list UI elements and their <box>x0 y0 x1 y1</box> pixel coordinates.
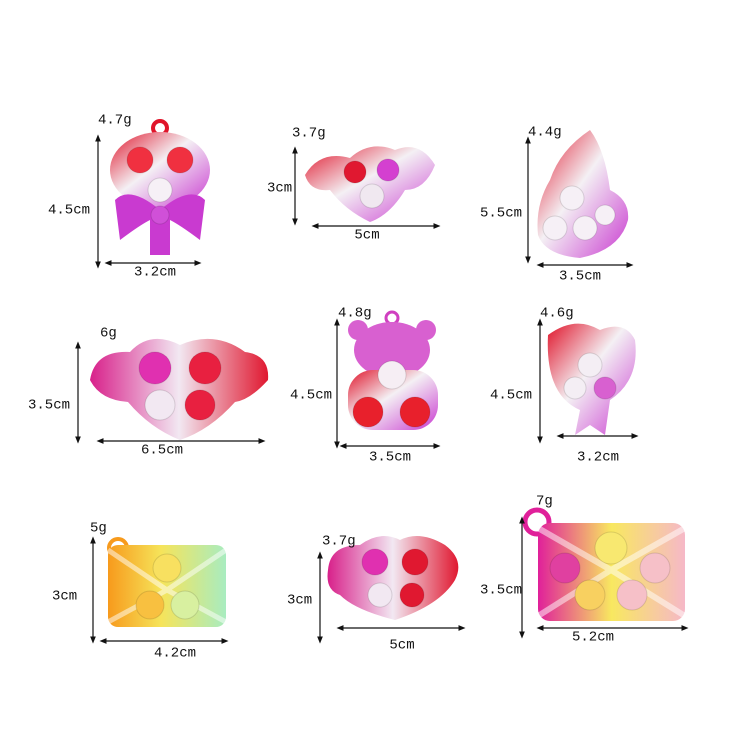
height-label: 4.5cm <box>48 203 90 219</box>
weight-label: 6g <box>100 326 117 342</box>
weight-label: 4.4g <box>528 125 562 141</box>
width-label: 3.5cm <box>369 450 411 466</box>
weight-label: 5g <box>90 521 107 537</box>
dimension-labels: 4.7g 4.5cm 3.2cm 3.7g 3cm 5cm 4.4g 5.5cm 3.5cm 6g… <box>28 113 689 662</box>
height-label: 5.5cm <box>480 206 522 222</box>
width-label: 3.5cm <box>559 269 601 285</box>
height-label: 4.5cm <box>490 388 532 404</box>
weight-label: 7g <box>536 494 553 510</box>
product-shapes <box>90 119 687 627</box>
weight-label: 3.7g <box>292 126 326 142</box>
width-label: 4.2cm <box>154 646 196 662</box>
width-label: 5cm <box>354 228 379 244</box>
weight-label: 4.8g <box>338 306 372 322</box>
height-label: 3cm <box>52 589 77 605</box>
width-label: 5cm <box>389 638 414 654</box>
height-label: 3cm <box>267 181 292 197</box>
width-label: 5.2cm <box>572 630 614 646</box>
height-label: 4.5cm <box>290 388 332 404</box>
height-label: 3cm <box>287 593 312 609</box>
width-label: 6.5cm <box>141 443 183 459</box>
weight-label: 4.6g <box>540 306 574 322</box>
weight-label: 4.7g <box>98 113 132 129</box>
height-label: 3.5cm <box>28 398 70 414</box>
width-label: 3.2cm <box>134 265 176 281</box>
width-label: 3.2cm <box>577 450 619 466</box>
height-label: 3.5cm <box>480 583 522 599</box>
weight-label: 3.7g <box>322 534 356 550</box>
